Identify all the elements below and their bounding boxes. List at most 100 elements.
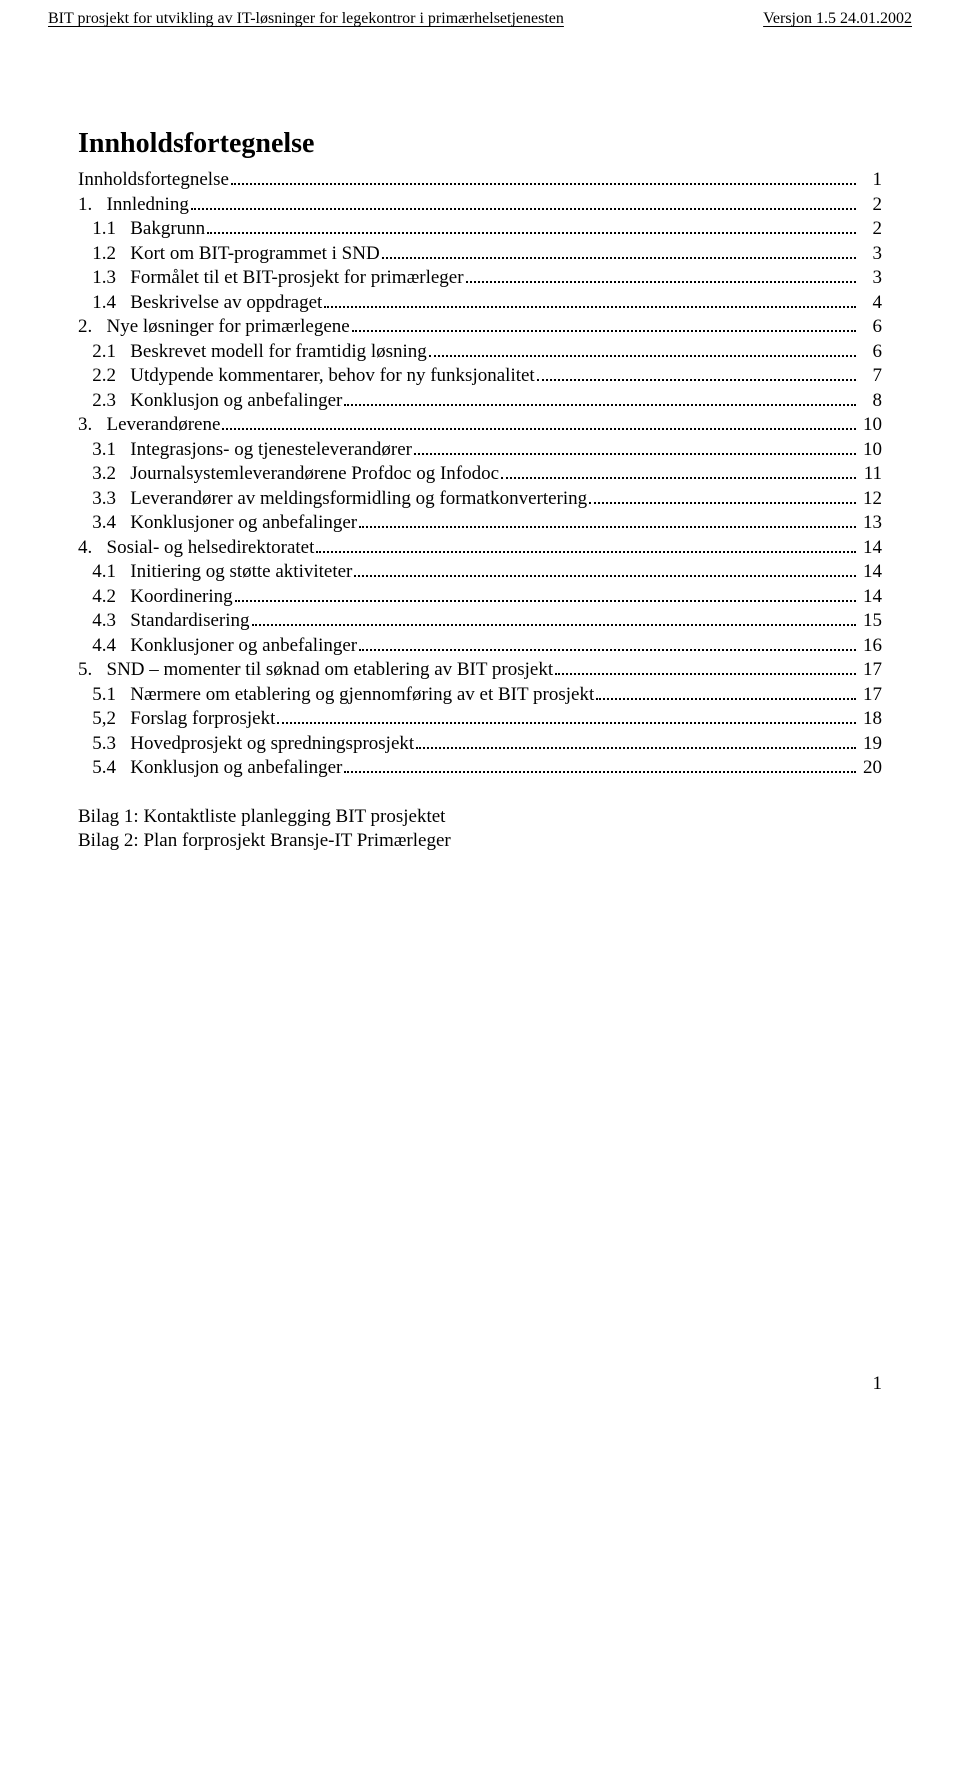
toc-number: 5.1 bbox=[92, 683, 130, 707]
toc-number: 1.3 bbox=[92, 266, 130, 290]
toc-indent bbox=[78, 340, 92, 364]
toc-title: Innholdsfortegnelse bbox=[78, 128, 882, 160]
toc-leader-dots bbox=[466, 266, 856, 283]
page-number: 1 bbox=[0, 853, 960, 1395]
toc-line: 1.4 Beskrivelse av oppdraget 4 bbox=[78, 291, 882, 316]
toc-label: Sosial- og helsedirektoratet bbox=[107, 536, 315, 560]
toc-label: Utdypende kommentarer, behov for ny funk… bbox=[130, 364, 534, 388]
toc-page: 3 bbox=[858, 242, 882, 266]
toc-indent bbox=[78, 560, 92, 584]
page: BIT prosjekt for utvikling av IT-løsning… bbox=[0, 0, 960, 1395]
appendix-line-1: Bilag 1: Kontaktliste planlegging BIT pr… bbox=[78, 805, 882, 829]
toc-indent bbox=[78, 756, 92, 780]
toc-leader-dots bbox=[589, 487, 856, 504]
toc-number: 3.2 bbox=[92, 462, 130, 486]
toc-line: 5. SND – momenter til søknad om etableri… bbox=[78, 658, 882, 683]
toc-indent bbox=[78, 487, 92, 511]
toc-line: 4. Sosial- og helsedirektoratet14 bbox=[78, 536, 882, 561]
toc-number: 5. bbox=[78, 658, 107, 682]
toc-line: 3.4 Konklusjoner og anbefalinger13 bbox=[78, 511, 882, 536]
toc-label: Leverandørene bbox=[107, 413, 221, 437]
toc-number: 3. bbox=[78, 413, 107, 437]
toc-leader-dots bbox=[429, 340, 856, 357]
toc-number: 1.1 bbox=[92, 217, 130, 241]
content: Innholdsfortegnelse Innholdsfortegnelse1… bbox=[0, 28, 960, 853]
toc-line: 2.1 Beskrevet modell for framtidig løsni… bbox=[78, 340, 882, 365]
toc-number: 3.3 bbox=[92, 487, 130, 511]
toc-page: 7 bbox=[858, 364, 882, 388]
toc-leader-dots bbox=[344, 756, 856, 773]
toc-line: 2.2 Utdypende kommentarer, behov for ny … bbox=[78, 364, 882, 389]
toc-number: 4.3 bbox=[92, 609, 130, 633]
toc-page: 2 bbox=[858, 217, 882, 241]
toc-line: 4.3 Standardisering15 bbox=[78, 609, 882, 634]
toc-leader-dots bbox=[414, 438, 856, 455]
toc-line: 1.3 Formålet til et BIT-prosjekt for pri… bbox=[78, 266, 882, 291]
toc-indent bbox=[78, 438, 92, 462]
toc-page: 20 bbox=[858, 756, 882, 780]
toc-indent bbox=[78, 585, 92, 609]
toc-page: 3 bbox=[858, 266, 882, 290]
toc-page: 17 bbox=[858, 683, 882, 707]
toc-label: Hovedprosjekt og spredningsprosjekt bbox=[130, 732, 414, 756]
toc-page: 2 bbox=[858, 193, 882, 217]
toc-label: Innholdsfortegnelse bbox=[78, 168, 229, 192]
toc-line: 3.1 Integrasjons- og tjenesteleverandøre… bbox=[78, 438, 882, 463]
toc-leader-dots bbox=[235, 585, 856, 602]
toc-label: Konklusjoner og anbefalinger bbox=[130, 634, 357, 658]
toc-page: 6 bbox=[858, 315, 882, 339]
toc-leader-dots bbox=[416, 732, 856, 749]
toc-label: Formålet til et BIT-prosjekt for primærl… bbox=[130, 266, 463, 290]
toc-indent bbox=[78, 242, 92, 266]
toc-label: Konklusjon og anbefalinger bbox=[130, 756, 342, 780]
toc-label: Beskrivelse av oppdraget bbox=[130, 291, 322, 315]
toc-leader-dots bbox=[501, 462, 856, 479]
toc-line: 2.3 Konklusjon og anbefalinger8 bbox=[78, 389, 882, 414]
toc-number: 2.2 bbox=[92, 364, 130, 388]
toc-indent bbox=[78, 462, 92, 486]
toc-line: 4.4 Konklusjoner og anbefalinger16 bbox=[78, 634, 882, 659]
appendix-block: Bilag 1: Kontaktliste planlegging BIT pr… bbox=[78, 805, 882, 854]
toc-leader-dots bbox=[222, 413, 856, 430]
toc-label: Nye løsninger for primærlegene bbox=[107, 315, 350, 339]
toc-indent bbox=[78, 683, 92, 707]
toc-page: 10 bbox=[858, 413, 882, 437]
toc-line: 5,2 Forslag forprosjekt18 bbox=[78, 707, 882, 732]
toc-leader-dots bbox=[352, 315, 856, 332]
toc-line: 5.1 Nærmere om etablering og gjennomføri… bbox=[78, 683, 882, 708]
toc-line: 3.2 Journalsystemleverandørene Profdoc o… bbox=[78, 462, 882, 487]
toc-leader-dots bbox=[359, 634, 856, 651]
appendix-line-2: Bilag 2: Plan forprosjekt Bransje-IT Pri… bbox=[78, 829, 882, 853]
header-line: BIT prosjekt for utvikling av IT-løsning… bbox=[0, 0, 960, 28]
toc-leader-dots bbox=[316, 536, 856, 553]
toc-page: 17 bbox=[858, 658, 882, 682]
toc-line: 1.1 Bakgrunn 2 bbox=[78, 217, 882, 242]
toc-line: 1. Innledning 2 bbox=[78, 193, 882, 218]
toc-leader-dots bbox=[555, 658, 856, 675]
toc-number: 4.2 bbox=[92, 585, 130, 609]
toc-indent bbox=[78, 266, 92, 290]
toc-line: Innholdsfortegnelse1 bbox=[78, 168, 882, 193]
toc-label: Initiering og støtte aktiviteter bbox=[130, 560, 352, 584]
toc-number: 4.1 bbox=[92, 560, 130, 584]
toc-label: Bakgrunn bbox=[130, 217, 205, 241]
toc-page: 14 bbox=[858, 585, 882, 609]
toc-number: 2.1 bbox=[92, 340, 130, 364]
toc-page: 11 bbox=[858, 462, 882, 486]
toc-page: 4 bbox=[858, 291, 882, 315]
toc-leader-dots bbox=[277, 707, 856, 724]
toc-number: 2.3 bbox=[92, 389, 130, 413]
toc-number: 1.2 bbox=[92, 242, 130, 266]
toc-label: Journalsystemleverandørene Profdoc og In… bbox=[130, 462, 499, 486]
toc-number: 1.4 bbox=[92, 291, 130, 315]
toc-leader-dots bbox=[354, 560, 856, 577]
toc-number: 4.4 bbox=[92, 634, 130, 658]
toc-label: Kort om BIT-programmet i SND bbox=[130, 242, 379, 266]
toc-page: 13 bbox=[858, 511, 882, 535]
toc-number: 5.4 bbox=[92, 756, 130, 780]
toc-label: Standardisering bbox=[130, 609, 249, 633]
toc-number: 1. bbox=[78, 193, 107, 217]
toc-label: Innledning bbox=[107, 193, 189, 217]
toc-label: Konklusjon og anbefalinger bbox=[130, 389, 342, 413]
toc-leader-dots bbox=[191, 193, 856, 210]
